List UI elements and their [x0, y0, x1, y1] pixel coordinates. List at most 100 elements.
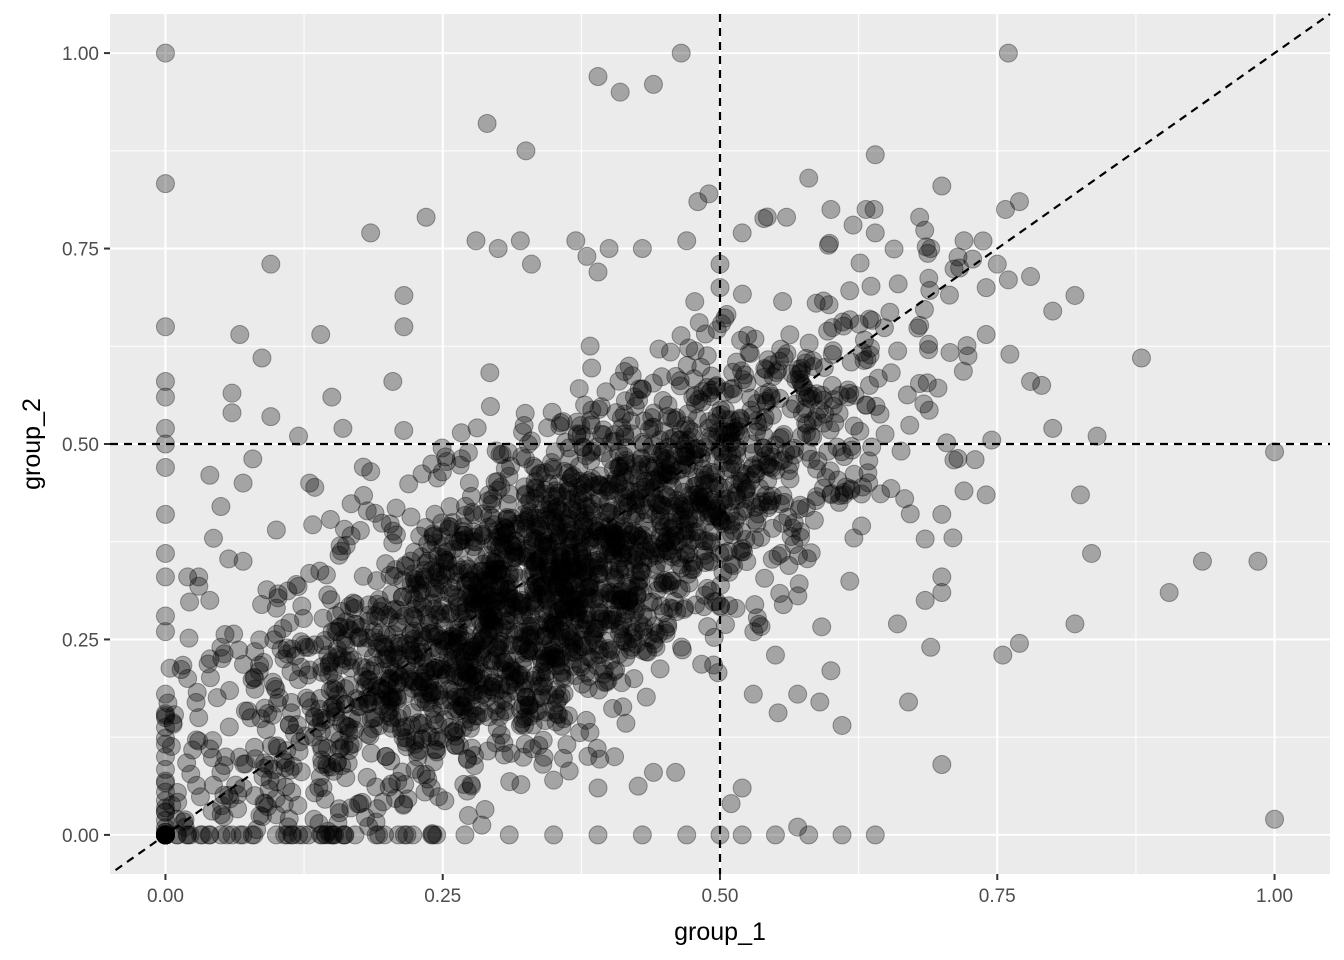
data-point	[541, 614, 561, 634]
data-point	[689, 313, 709, 333]
data-point	[460, 704, 480, 724]
data-point	[207, 688, 227, 708]
data-point	[535, 480, 555, 500]
data-point	[865, 223, 885, 243]
data-point	[203, 528, 223, 548]
data-point	[326, 673, 346, 693]
data-point	[612, 673, 632, 693]
data-point	[514, 416, 534, 436]
data-point	[958, 346, 978, 366]
data-point	[451, 423, 471, 443]
data-point	[717, 410, 737, 430]
data-point	[679, 338, 699, 358]
data-point	[526, 689, 546, 709]
data-point	[577, 566, 597, 586]
data-point	[627, 503, 647, 523]
data-point	[588, 564, 608, 584]
data-point	[551, 513, 571, 533]
data-point	[881, 363, 901, 383]
data-point	[644, 630, 664, 650]
data-point	[639, 592, 659, 612]
data-point	[418, 534, 438, 554]
data-point	[519, 695, 539, 715]
data-point	[312, 635, 332, 655]
data-point	[273, 750, 293, 770]
data-point	[615, 362, 635, 382]
data-point	[488, 239, 508, 259]
data-point	[482, 494, 502, 514]
data-point	[832, 442, 852, 462]
data-point	[401, 640, 421, 660]
data-point	[589, 544, 609, 564]
data-point	[1131, 348, 1151, 368]
data-point	[537, 662, 557, 682]
data-point	[551, 542, 571, 562]
data-point	[520, 695, 540, 715]
data-point	[703, 506, 723, 526]
data-point	[550, 416, 570, 436]
data-point	[593, 606, 613, 626]
data-point	[536, 594, 556, 614]
data-point	[603, 610, 623, 630]
data-point	[577, 246, 597, 266]
data-point	[545, 685, 565, 705]
data-point	[614, 404, 634, 424]
data-point	[332, 601, 352, 621]
data-point	[220, 681, 240, 701]
data-point	[788, 817, 808, 837]
data-point	[379, 777, 399, 797]
data-point	[266, 520, 286, 540]
data-point	[442, 640, 462, 660]
data-point	[434, 710, 454, 730]
data-point	[539, 474, 559, 494]
data-point	[580, 666, 600, 686]
data-point	[821, 485, 841, 505]
data-point	[554, 578, 574, 598]
data-point	[573, 489, 593, 509]
data-point	[250, 806, 270, 826]
data-point	[806, 293, 826, 313]
data-point	[692, 495, 712, 515]
data-point	[477, 113, 497, 133]
y-tick-label: 0.75	[62, 240, 99, 261]
data-point	[189, 576, 209, 596]
data-point	[511, 775, 531, 795]
data-point	[525, 593, 545, 613]
data-point	[590, 489, 610, 509]
data-point	[674, 493, 694, 513]
data-point	[450, 647, 470, 667]
data-point	[427, 468, 447, 488]
data-point	[388, 645, 408, 665]
data-point	[233, 654, 253, 674]
data-point	[483, 532, 503, 552]
data-point	[636, 687, 656, 707]
data-point	[669, 548, 689, 568]
data-point	[305, 783, 325, 803]
data-point	[499, 620, 519, 640]
data-point	[976, 485, 996, 505]
data-point	[487, 563, 507, 583]
data-point	[387, 673, 407, 693]
data-point	[532, 654, 552, 674]
data-point	[384, 643, 404, 663]
data-point	[405, 730, 425, 750]
data-point	[558, 481, 578, 501]
data-point	[694, 597, 714, 617]
data-point	[178, 825, 198, 845]
data-point	[479, 485, 499, 505]
data-point	[818, 235, 838, 255]
data-point	[573, 513, 593, 533]
data-point	[466, 231, 486, 251]
data-point	[490, 623, 510, 643]
data-point	[669, 494, 689, 514]
data-point	[422, 825, 442, 845]
data-point	[303, 515, 323, 535]
data-point	[629, 529, 649, 549]
data-point	[773, 292, 793, 312]
data-point	[335, 631, 355, 651]
data-point	[833, 312, 853, 332]
data-point	[458, 563, 478, 583]
data-point	[450, 455, 470, 475]
data-point	[881, 479, 901, 499]
data-point	[212, 796, 232, 816]
